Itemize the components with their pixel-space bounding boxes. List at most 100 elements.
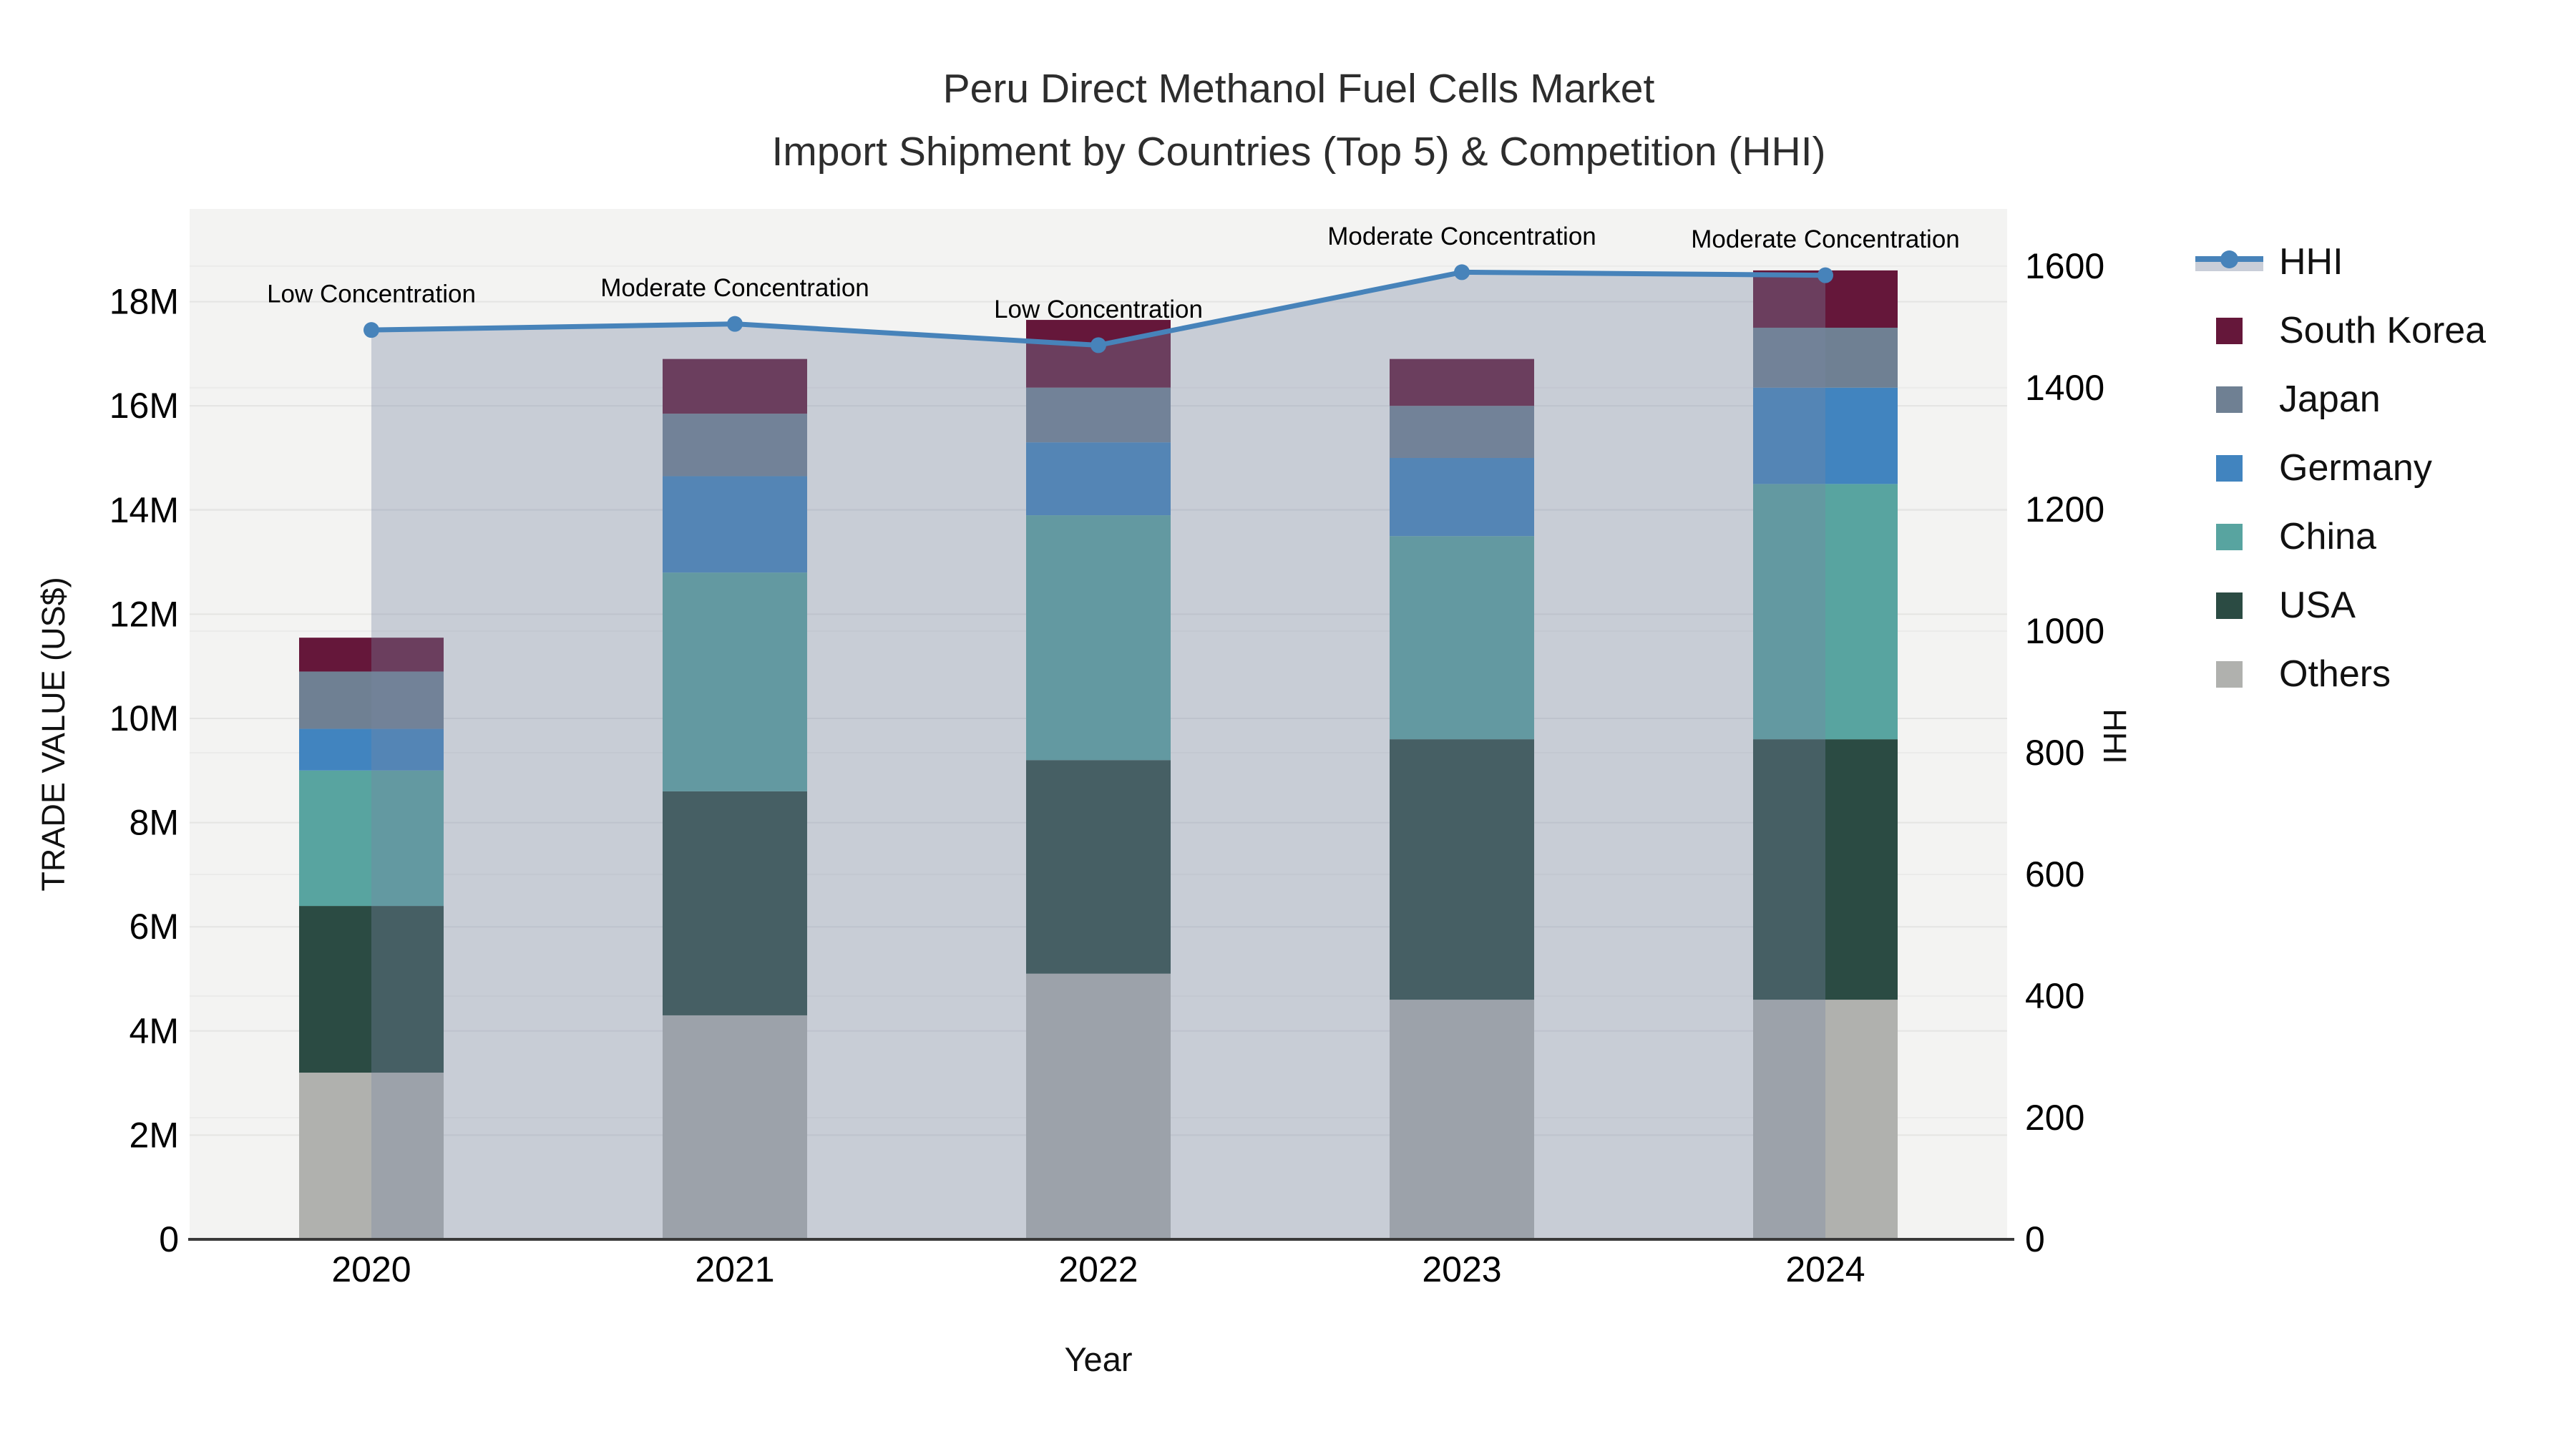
legend-item-usa[interactable]: USA xyxy=(2195,571,2486,640)
annotation-2023: Moderate Concentration xyxy=(1327,223,1596,250)
legend-swatch-china xyxy=(2195,522,2263,551)
y-tick-label-left-2M: 2M xyxy=(130,1115,179,1155)
annotation-2024: Moderate Concentration xyxy=(1691,225,1960,253)
y-tick-label-left-8M: 8M xyxy=(130,803,179,843)
bar-segment-others-2021 xyxy=(663,1015,807,1239)
hhi-marker-2020 xyxy=(364,322,379,338)
legend-label-others: Others xyxy=(2279,653,2391,695)
y-tick-label-left-6M: 6M xyxy=(130,907,179,947)
legend-swatch-germany xyxy=(2195,454,2263,482)
chart-title-line1: Peru Direct Methanol Fuel Cells Market xyxy=(942,66,1655,112)
bar-segment-south-korea-2022 xyxy=(1026,320,1171,388)
legend-item-germany[interactable]: Germany xyxy=(2195,434,2486,502)
x-tick-label-2021: 2021 xyxy=(695,1249,774,1289)
legend-label-south-korea: South Korea xyxy=(2279,310,2487,351)
color-swatch-icon xyxy=(2216,592,2243,619)
bar-segment-japan-2021 xyxy=(663,414,807,477)
x-tick-label-2022: 2022 xyxy=(1058,1249,1138,1289)
y-tick-label-right-600: 600 xyxy=(2025,854,2084,894)
bar-segment-others-2023 xyxy=(1390,1000,1534,1239)
y-tick-label-left-16M: 16M xyxy=(109,386,179,426)
legend-hhi-line-icon xyxy=(2195,248,2263,276)
chart-title: Peru Direct Methanol Fuel Cells Market I… xyxy=(655,57,1943,183)
legend-label-china: China xyxy=(2279,516,2376,557)
legend-swatch-japan xyxy=(2195,385,2263,414)
bar-segment-south-korea-2023 xyxy=(1390,358,1534,406)
bar-segment-japan-2023 xyxy=(1390,406,1534,458)
hhi-marker-2023 xyxy=(1454,264,1470,280)
y-axis-title-left: TRADE VALUE (US$) xyxy=(35,577,72,892)
bar-segment-japan-2024 xyxy=(1753,327,1898,388)
legend: HHI South Korea Japan Germany China USA Others xyxy=(2195,228,2486,708)
y-tick-label-left-0: 0 xyxy=(159,1219,179,1259)
bar-segment-germany-2021 xyxy=(663,476,807,573)
bar-segment-usa-2021 xyxy=(663,791,807,1015)
hhi-marker-2021 xyxy=(727,316,743,332)
bar-segment-china-2021 xyxy=(663,572,807,791)
annotation-2021: Moderate Concentration xyxy=(600,274,869,302)
legend-item-china[interactable]: China xyxy=(2195,502,2486,571)
annotation-2022: Low Concentration xyxy=(994,296,1203,323)
annotation-2020: Low Concentration xyxy=(267,280,476,308)
bar-segment-china-2024 xyxy=(1753,484,1898,740)
y-tick-label-right-800: 800 xyxy=(2025,733,2084,773)
bar-segment-japan-2020 xyxy=(299,671,444,729)
legend-item-others[interactable]: Others xyxy=(2195,640,2486,708)
bar-segment-usa-2023 xyxy=(1390,739,1534,1000)
color-swatch-icon xyxy=(2216,386,2243,413)
color-swatch-icon xyxy=(2216,661,2243,688)
bar-segment-south-korea-2020 xyxy=(299,638,444,672)
x-tick-label-2024: 2024 xyxy=(1785,1249,1865,1289)
bar-segment-germany-2022 xyxy=(1026,442,1171,516)
legend-label-germany: Germany xyxy=(2279,447,2432,489)
y-tick-label-left-14M: 14M xyxy=(109,490,179,530)
legend-swatch-others xyxy=(2195,660,2263,688)
legend-item-hhi[interactable]: HHI xyxy=(2195,228,2486,296)
y-tick-label-left-10M: 10M xyxy=(109,698,179,738)
bar-segment-usa-2022 xyxy=(1026,760,1171,974)
bar-segment-germany-2023 xyxy=(1390,457,1534,537)
y-axis-title-right: HHI xyxy=(2097,708,2133,764)
x-tick-label-2020: 2020 xyxy=(331,1249,411,1289)
y-tick-label-right-200: 200 xyxy=(2025,1098,2084,1138)
bar-segment-south-korea-2021 xyxy=(663,358,807,414)
y-tick-label-left-18M: 18M xyxy=(109,282,179,322)
bar-segment-china-2020 xyxy=(299,770,444,907)
bar-segment-china-2023 xyxy=(1390,536,1534,740)
y-tick-label-right-0: 0 xyxy=(2025,1219,2045,1259)
bar-segment-others-2020 xyxy=(299,1073,444,1239)
y-tick-label-right-1600: 1600 xyxy=(2025,246,2104,286)
legend-item-south-korea[interactable]: South Korea xyxy=(2195,296,2486,365)
hhi-marker-2024 xyxy=(1818,267,1833,283)
bar-segment-japan-2022 xyxy=(1026,387,1171,443)
y-tick-label-right-1200: 1200 xyxy=(2025,489,2104,530)
bar-segment-others-2024 xyxy=(1753,1000,1898,1239)
color-swatch-icon xyxy=(2216,455,2243,482)
color-swatch-icon xyxy=(2216,524,2243,550)
y-tick-label-right-400: 400 xyxy=(2025,976,2084,1016)
color-swatch-icon xyxy=(2216,318,2243,344)
hhi-fill-area xyxy=(371,272,1825,1239)
hhi-marker-2022 xyxy=(1091,337,1106,353)
legend-hhi-marker-icon xyxy=(2220,250,2238,268)
legend-label-hhi: HHI xyxy=(2279,241,2343,283)
bar-segment-usa-2024 xyxy=(1753,739,1898,1000)
y-tick-label-right-1000: 1000 xyxy=(2025,611,2104,651)
x-axis-title: Year xyxy=(1064,1340,1133,1378)
legend-item-japan[interactable]: Japan xyxy=(2195,365,2486,434)
bar-segment-germany-2020 xyxy=(299,728,444,771)
bar-segment-others-2022 xyxy=(1026,973,1171,1239)
y-tick-label-left-4M: 4M xyxy=(130,1011,179,1051)
bar-segment-china-2022 xyxy=(1026,515,1171,761)
chart-title-line2: Import Shipment by Countries (Top 5) & C… xyxy=(771,129,1826,175)
legend-label-usa: USA xyxy=(2279,585,2356,626)
y-tick-label-right-1400: 1400 xyxy=(2025,368,2104,408)
y-tick-label-left-12M: 12M xyxy=(109,594,179,634)
bar-segment-usa-2020 xyxy=(299,906,444,1073)
bar-segment-germany-2024 xyxy=(1753,387,1898,484)
legend-label-japan: Japan xyxy=(2279,379,2381,420)
x-tick-label-2023: 2023 xyxy=(1422,1249,1501,1289)
legend-swatch-usa xyxy=(2195,591,2263,620)
